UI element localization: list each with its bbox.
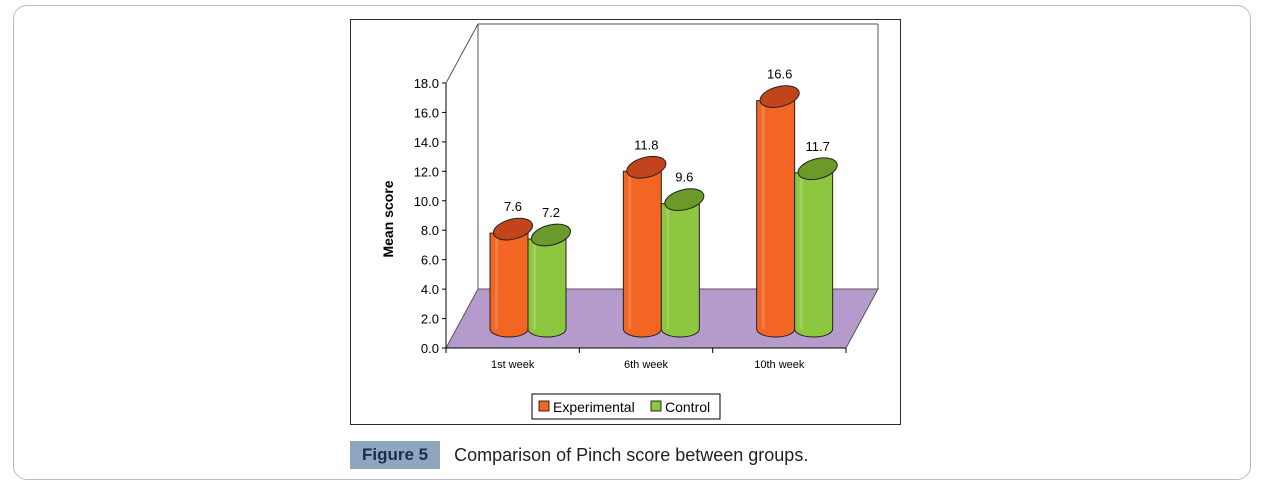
data-label: 7.6	[504, 199, 522, 214]
x-tick-label: 1st week	[491, 359, 535, 371]
bar-control-1: 7.2	[527, 205, 572, 338]
y-tick-label: 16.0	[414, 105, 439, 120]
x-tick-label: 10th week	[754, 359, 805, 371]
y-tick-label: 14.0	[414, 135, 439, 150]
bar-control-3: 11.7	[794, 139, 838, 338]
legend-swatch-experimental	[538, 400, 550, 412]
y-tick-label: 0.0	[421, 341, 439, 356]
data-label: 16.6	[767, 67, 792, 82]
bar-top	[530, 223, 572, 247]
y-tick-label: 10.0	[414, 194, 439, 209]
legend-label-experimental: Experimental	[553, 399, 635, 415]
chart-3d-frame	[445, 23, 879, 289]
legend-swatch-control	[650, 400, 662, 412]
legend-label-control: Control	[665, 399, 710, 415]
bar-body	[527, 238, 567, 338]
data-label: 11.8	[634, 137, 658, 152]
y-axis-label: Mean score	[380, 180, 396, 257]
bar-shine	[799, 172, 803, 329]
bar-top	[759, 85, 800, 108]
legend: Experimental Control	[531, 393, 721, 420]
bar-top	[664, 188, 705, 212]
bars: 7.6 7.2 11.8 9.6 16.6 11.7	[489, 67, 838, 338]
bar-body	[794, 172, 834, 338]
bar-top	[797, 157, 838, 181]
data-label: 11.7	[805, 139, 829, 154]
x-tick-label: 6th week	[624, 359, 669, 371]
data-label: 9.6	[675, 170, 693, 185]
y-tick-label: 4.0	[421, 282, 439, 297]
figure-caption: Figure 5 Comparison of Pinch score betwe…	[350, 441, 808, 469]
y-tick-label: 8.0	[421, 223, 439, 238]
bar-body	[660, 203, 700, 338]
figure-label: Figure 5	[350, 441, 441, 469]
legend-box	[531, 393, 721, 420]
y-tick-label: 6.0	[421, 253, 439, 268]
bar-shine	[495, 233, 498, 329]
data-label: 7.2	[542, 205, 560, 220]
y-tick-label: 18.0	[414, 76, 439, 91]
y-axis: 0.0 2.0 4.0 6.0 8.0 10.0 12.0 14.0 16.0 18.0	[414, 76, 447, 356]
bar-top	[492, 217, 534, 241]
bar-experimental-2: 11.8	[622, 137, 667, 338]
y-tick-label: 2.0	[421, 312, 439, 327]
y-tick-label: 12.0	[414, 164, 439, 179]
bar-top	[626, 155, 667, 179]
figure-caption-text: Comparison of Pinch score between groups…	[454, 444, 809, 465]
bar-control-2: 9.6	[660, 170, 705, 338]
bar-shine	[628, 171, 632, 329]
bar-experimental-3: 16.6	[756, 67, 800, 338]
bar-shine	[666, 203, 670, 329]
bar-shine	[533, 239, 536, 329]
bar-shine	[761, 100, 765, 329]
x-axis: 1st week 6th week 10th week	[445, 347, 847, 371]
